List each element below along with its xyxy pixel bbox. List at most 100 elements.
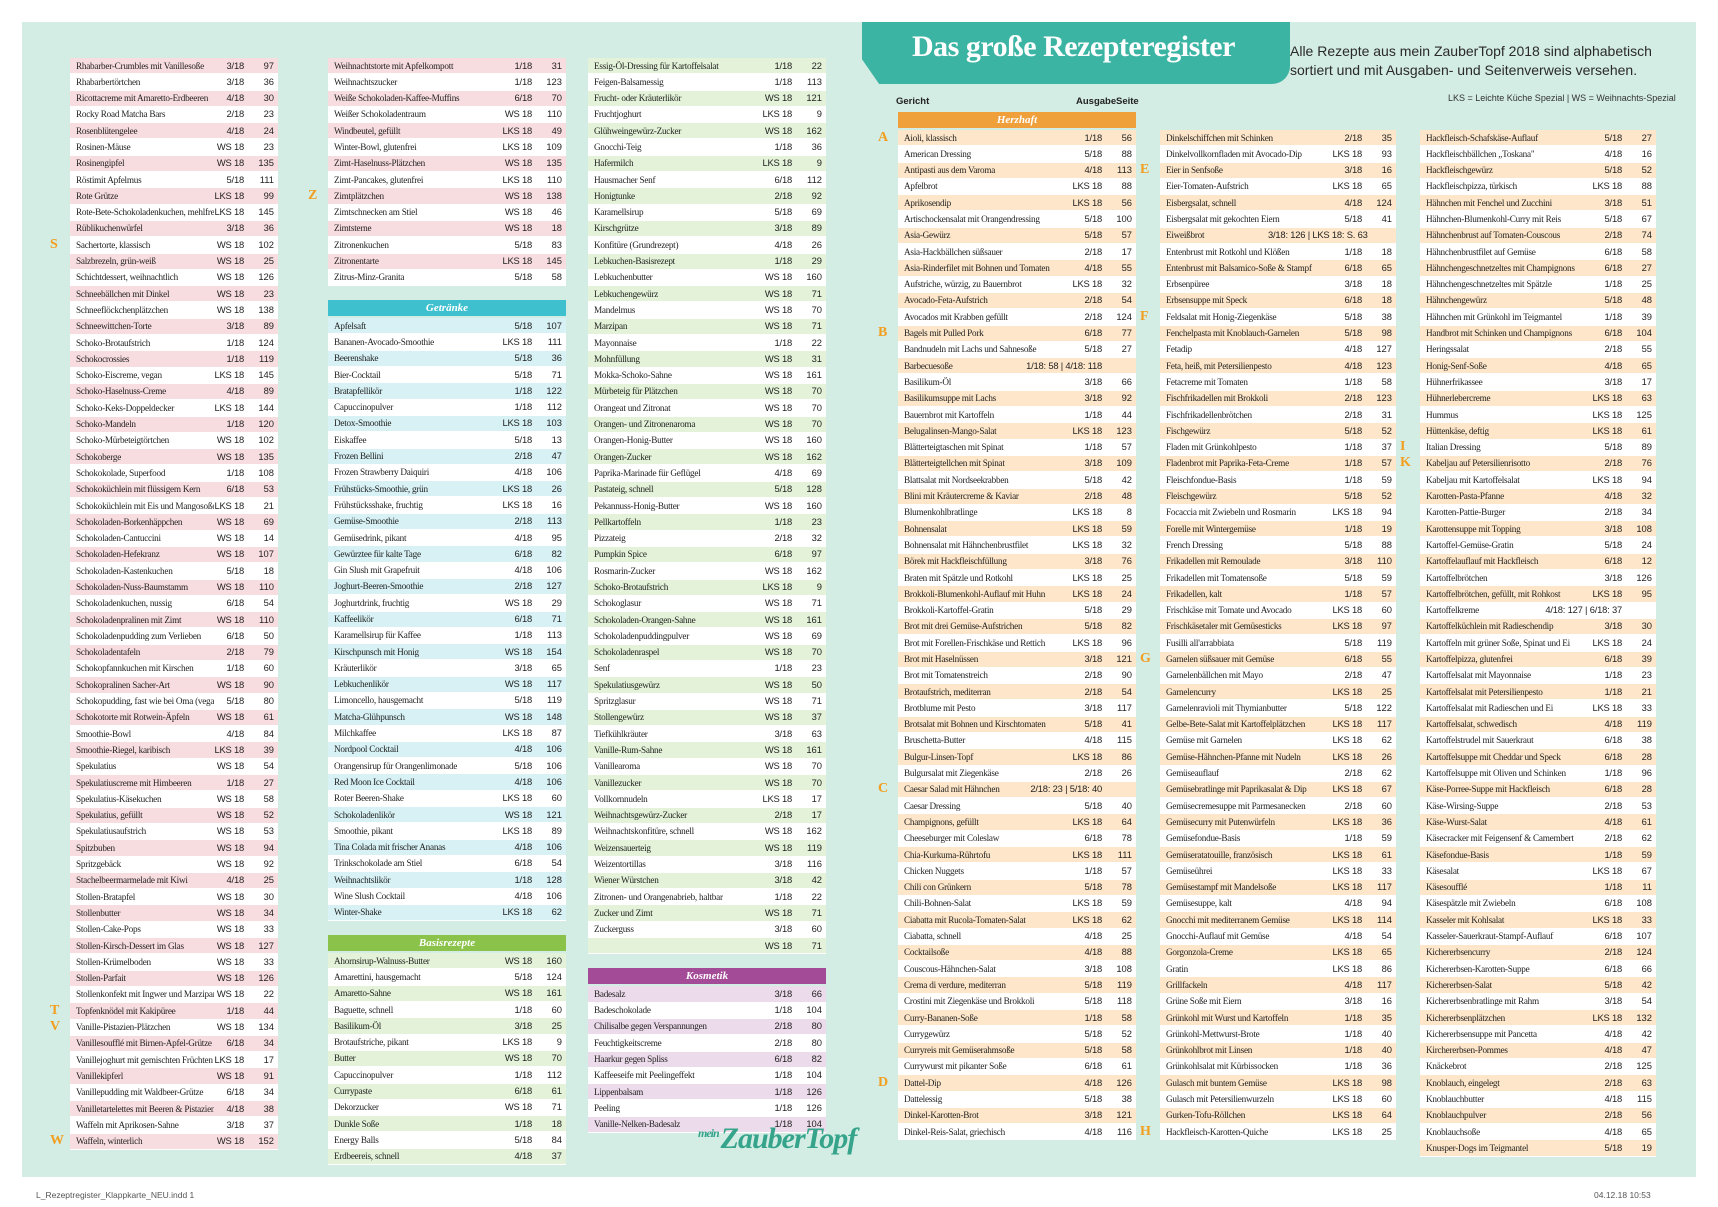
recipe-name: Spekulatiuscreme mit Himbeeren [76, 777, 192, 788]
issue: 2/18 [1604, 506, 1623, 518]
page-number: 55 [1641, 343, 1652, 355]
index-row: Ciabatta mit Rucola-Tomaten-Salat LKS 18 6… [898, 912, 1136, 929]
index-row: Spekulatius WS 18 54 [70, 758, 278, 776]
recipe-name: Caesar Salad mit Hähnchen [904, 784, 1000, 795]
page-number: 34 [263, 906, 274, 918]
index-row: Kichererbsensuppe mit Pancetta 4/18 42 [1420, 1026, 1656, 1043]
issue: 6/18 [1604, 734, 1623, 746]
index-row: WS 18 71 [588, 938, 826, 955]
index-row: Antipasti aus dem Varoma 4/18 113 [898, 162, 1136, 179]
issue: 2/18 [1604, 946, 1623, 958]
page-number: 9 [816, 157, 822, 169]
page-number: 17 [1121, 245, 1132, 257]
page-number: 47 [551, 450, 562, 462]
page-number: 63 [1641, 1076, 1652, 1088]
page-number: 23 [263, 140, 274, 152]
index-row: Currypaste 6/18 61 [328, 1083, 566, 1100]
issue: LKS 18 [1592, 180, 1622, 192]
index-row: Essig-Öl-Dressing für Kartoffelsalat 1/18… [588, 58, 826, 75]
issue: 1/18 [226, 662, 245, 674]
issue: 5/18 [514, 238, 533, 250]
section-header-getraenke: Getränke [328, 300, 566, 317]
index-row: Joghurtdrink, fruchtig WS 18 29 [328, 595, 566, 612]
page-number: 50 [811, 678, 822, 690]
recipe-name: Chia-Kurkuma-Rührtofu [904, 849, 991, 860]
index-row: Apfelsaft 5/18 107 [328, 318, 566, 335]
page-number: 55 [1381, 653, 1392, 664]
page-number: 152 [258, 1135, 274, 1147]
page-number: 58 [263, 792, 274, 804]
issue: 4/18 [1084, 930, 1103, 942]
index-row: Fleischgewürz 5/18 52 [1160, 488, 1396, 505]
index-row: Schokoglasur WS 18 71 [588, 595, 826, 613]
index-row: Spekulatius, gefüllt WS 18 52 [70, 807, 278, 824]
page-number: 112 [547, 1068, 562, 1080]
recipe-name: Weizensauerteig [594, 842, 651, 853]
issue: 4/18 [514, 531, 533, 543]
recipe-name: Vanillesoufflé mit Birnen-Apfel-Grütze [76, 1038, 212, 1049]
recipe-name: Kichererbsencurry [1426, 947, 1491, 958]
index-row: Schokocrossies 1/18 119 [70, 351, 278, 368]
issue: 1/18 [1344, 245, 1363, 257]
issue: WS 18 [216, 972, 244, 984]
issue: 3/18 [226, 1118, 245, 1130]
issue: 3/18 [514, 661, 533, 673]
issue: WS 18 [504, 987, 532, 999]
issue: WS 18 [504, 596, 532, 608]
page-number: 161 [806, 369, 822, 381]
index-row: Knäckebrot 2/18 125 [1420, 1058, 1656, 1076]
issue: WS 18 [764, 434, 792, 446]
recipe-name: Schneewittchen-Torte [76, 321, 152, 332]
recipe-name: Kichererbsen-Karotten-Suppe [1426, 963, 1530, 974]
page-number: 94 [1641, 473, 1652, 485]
recipe-name: Stollenkonfekt mit Ingwer und Marzipan [76, 989, 214, 1000]
recipe-name: Bagels mit Pulled Pork [904, 328, 984, 339]
index-row: Brotsalat mit Bohnen und Kirschtomaten 5/… [898, 716, 1136, 733]
issue: WS 18 [216, 271, 244, 283]
recipe-name: Artischockensalat mit Orangendressing [904, 213, 1040, 224]
page-number: 126 [1116, 1076, 1132, 1088]
recipe-name: Vanille-Rum-Sahne [594, 744, 663, 755]
issue: LKS 18 [1072, 587, 1102, 599]
index-row: Mayonnaise 1/18 22 [588, 335, 826, 352]
recipe-name: Kartoffelstrudel mit Sauerkraut [1426, 735, 1534, 746]
recipe-name: Rote Grütze [76, 190, 118, 201]
recipe-name: Vollkornnudeln [594, 793, 648, 804]
index-row: Bohnensalat LKS 18 59 [898, 521, 1136, 538]
index-row: Börek mit Hackfleischfüllung 3/18 76 [898, 553, 1136, 571]
page-number: 54 [1641, 995, 1652, 1007]
page-number: 138 [258, 303, 274, 315]
page-number: 34 [263, 1086, 274, 1098]
index-row: Beerenshake 5/18 36 [328, 350, 566, 368]
recipe-name: Lebkuchen-Basisrezept [594, 256, 675, 267]
recipe-name: Belugalinsen-Mango-Salat [904, 425, 997, 436]
issue: 5/18 [1344, 571, 1363, 583]
index-row: Rosinengipfel WS 18 135 [70, 155, 278, 173]
page-number: 60 [263, 662, 274, 674]
issue: 2/18 [1604, 343, 1623, 355]
index-row: Basilikum-Öl 3/18 66 [898, 374, 1136, 391]
issue: 5/18 [514, 1133, 533, 1145]
index-row: Weiße Schokoladen-Kaffee-Muffins 6/18 70 [328, 90, 566, 107]
issue: 4/18 [226, 727, 245, 739]
recipe-name: Kartoffelküchlein mit Radieschendip [1426, 621, 1554, 632]
index-row: Feta, heiß, mit Petersilienpesto 4/18 123 [1160, 358, 1396, 375]
page-number: 100 [1116, 212, 1132, 224]
recipe-name: Kichererbsenplätzchen [1426, 1012, 1505, 1023]
recipe-name: Bulgursalat mit Ziegenkäse [904, 768, 999, 779]
recipe-name: Brokkoli-Kartoffel-Gratin [904, 605, 994, 616]
issue: 4/18 [226, 874, 245, 886]
index-row: Vanillejoghurt mit gemischten Früchten LK… [70, 1052, 278, 1069]
issue: 5/18 [1084, 147, 1103, 159]
index-row: Zimt-Haselnuss-Plätzchen WS 18 135 [328, 155, 566, 173]
issue: 1/18 [774, 1101, 793, 1113]
page-number: 22 [811, 336, 822, 348]
recipe-name: Mokka-Schoko-Sahne [594, 370, 672, 381]
page-number: 17 [811, 809, 822, 821]
recipe-name: Brotaufstrich, mediterran [904, 686, 991, 697]
index-row: Heringssalat 2/18 55 [1420, 341, 1656, 359]
recipe-name: Dunkle Soße [334, 1118, 379, 1129]
page-number: 115 [1637, 1093, 1652, 1105]
index-row: Avocado-Feta-Aufstrich 2/18 54 [898, 292, 1136, 310]
recipe-name: Schokoküchlein mit flüssigem Kern [76, 484, 201, 495]
